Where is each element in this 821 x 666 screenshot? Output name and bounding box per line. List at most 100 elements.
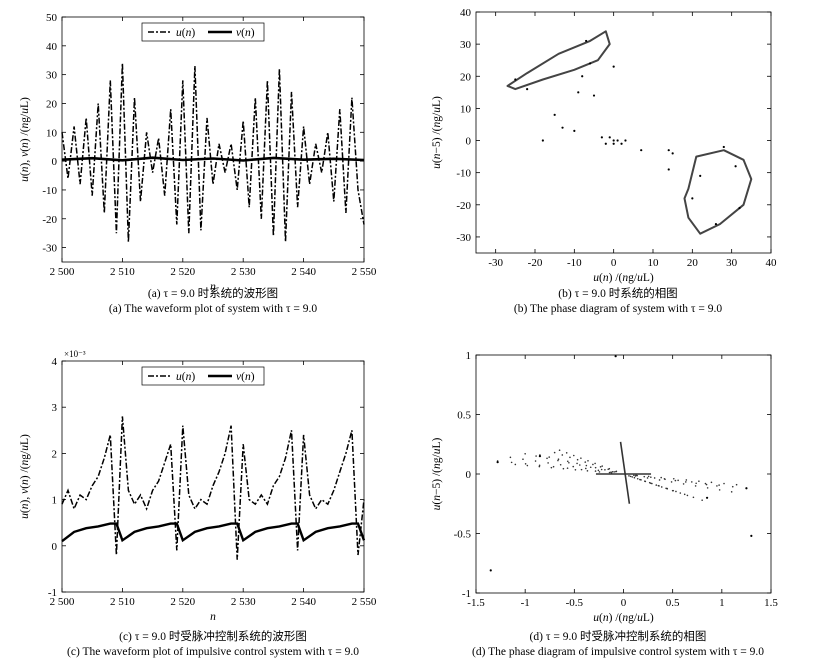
d-ytick-label: 0 bbox=[466, 469, 472, 481]
d-fan-point bbox=[566, 467, 569, 469]
d-fan-point bbox=[672, 477, 675, 480]
b-point bbox=[573, 129, 576, 132]
caption-b-en: (b) The phase diagram of system with τ =… bbox=[513, 303, 723, 315]
b-point bbox=[600, 136, 603, 139]
d-fan-point bbox=[639, 478, 641, 481]
d-fan-point bbox=[586, 470, 589, 472]
c-ytick-label: 0 bbox=[52, 541, 58, 553]
d-fan-point bbox=[643, 475, 646, 478]
d-fan-point bbox=[718, 484, 720, 486]
a-legend-box bbox=[141, 22, 265, 42]
a-ytick-label: 20 bbox=[46, 98, 58, 110]
c-plot-frame bbox=[61, 360, 365, 593]
b-point bbox=[608, 136, 611, 139]
d-fan-point bbox=[685, 479, 688, 481]
a-legend-label: v(n) bbox=[236, 27, 255, 39]
d-fan-point bbox=[576, 462, 578, 465]
a-legend-label: u(n) bbox=[176, 27, 195, 39]
d-fan-point bbox=[613, 471, 616, 473]
c-legend-label: v(n) bbox=[236, 371, 255, 383]
b-ytick-label: -20 bbox=[456, 200, 471, 212]
d-fan-point bbox=[664, 478, 666, 481]
d-point bbox=[614, 355, 617, 358]
d-point bbox=[745, 487, 748, 490]
b-point bbox=[588, 62, 592, 65]
d-ylabel: u(n−5) /(ng/uL) bbox=[431, 438, 443, 511]
b-point bbox=[561, 126, 564, 129]
d-fan-point bbox=[731, 485, 734, 488]
d-fan-point bbox=[633, 474, 635, 477]
d-fan-point bbox=[646, 477, 649, 479]
d-fan-point bbox=[677, 479, 679, 482]
d-fan-point bbox=[568, 461, 570, 464]
a-ytick-label: 0 bbox=[52, 156, 58, 168]
d-fan-point bbox=[644, 480, 647, 483]
b-attractor-loop-1 bbox=[506, 30, 611, 91]
d-fan-point bbox=[510, 461, 513, 464]
d-fan-point bbox=[604, 468, 606, 471]
b-plot-frame bbox=[475, 11, 772, 254]
b-point bbox=[616, 139, 619, 142]
b-ytick-label: -10 bbox=[456, 168, 471, 180]
b-xtick-label: 30 bbox=[726, 257, 738, 269]
caption-d-en: (d) The phase diagram of impulsive contr… bbox=[472, 646, 764, 658]
d-fan-point bbox=[558, 449, 561, 452]
d-fan-point bbox=[572, 465, 575, 468]
d-fan-point bbox=[698, 480, 700, 482]
b-xtick-label: 20 bbox=[687, 257, 699, 269]
d-fan-point bbox=[535, 455, 537, 457]
d-fan-point bbox=[585, 467, 587, 470]
a-ytick-label: -10 bbox=[42, 185, 57, 197]
a-xtick-label: 2 550 bbox=[352, 266, 377, 278]
d-fan-point bbox=[574, 468, 577, 471]
d-fan-point bbox=[569, 456, 571, 459]
b-xtick-label: -10 bbox=[567, 257, 582, 269]
b-ylabel: u(n−5) /(ng/uL) bbox=[431, 96, 443, 169]
d-fan-point bbox=[524, 463, 527, 465]
a-series-v-line bbox=[61, 156, 365, 162]
a-xtick-label: 2 520 bbox=[170, 266, 195, 278]
a-ytick-label: 10 bbox=[46, 127, 58, 139]
c-xtick-label: 2 550 bbox=[352, 596, 377, 608]
d-fan-point bbox=[562, 467, 565, 470]
d-fan-point bbox=[557, 458, 560, 460]
d-fan-point bbox=[705, 483, 708, 486]
d-xlabel: u(n) /(ng/uL) bbox=[593, 612, 654, 624]
d-fan-point bbox=[594, 470, 597, 472]
d-fan-point bbox=[658, 485, 660, 487]
d-fan-point bbox=[565, 452, 568, 454]
panel-b-phase-diagram: -30 -20 -10 0 10 20 30 40 -30 -20 -10 0 10 20 30 40 u(n)… bbox=[431, 7, 777, 284]
d-point bbox=[496, 461, 499, 464]
a-xlabel: n bbox=[210, 281, 216, 293]
b-point bbox=[671, 152, 674, 155]
d-fan-point bbox=[600, 468, 603, 471]
d-fan-point bbox=[695, 482, 697, 485]
d-fan-point bbox=[650, 476, 652, 478]
b-point bbox=[604, 142, 607, 145]
b-point bbox=[620, 142, 623, 145]
b-point bbox=[612, 65, 615, 68]
d-fan-point bbox=[686, 494, 689, 497]
d-fan-point bbox=[660, 486, 663, 488]
d-fan-point bbox=[710, 481, 713, 484]
caption-c-en: (c) The waveform plot of impulsive contr… bbox=[67, 646, 359, 658]
a-xtick-label: 2 540 bbox=[291, 266, 316, 278]
c-ytick-label: 4 bbox=[52, 356, 58, 368]
d-ytick-label: 0.5 bbox=[457, 410, 471, 422]
d-point bbox=[538, 455, 542, 458]
d-fan-point bbox=[608, 467, 611, 470]
d-fan-point bbox=[706, 487, 709, 489]
d-fan-point bbox=[704, 482, 707, 485]
a-xtick-label: 2 530 bbox=[231, 266, 256, 278]
b-point bbox=[738, 206, 741, 210]
b-ytick-label: 30 bbox=[460, 39, 472, 51]
d-fan-point bbox=[735, 483, 738, 486]
d-fan-point bbox=[683, 493, 686, 496]
d-fan-point bbox=[599, 466, 602, 468]
d-xtick-label: 0 bbox=[621, 597, 627, 609]
b-point bbox=[526, 88, 529, 91]
a-ytick-label: -20 bbox=[42, 214, 57, 226]
b-xtick-label: -30 bbox=[488, 257, 503, 269]
d-fan-point bbox=[653, 477, 656, 479]
d-fan-point bbox=[628, 475, 630, 477]
